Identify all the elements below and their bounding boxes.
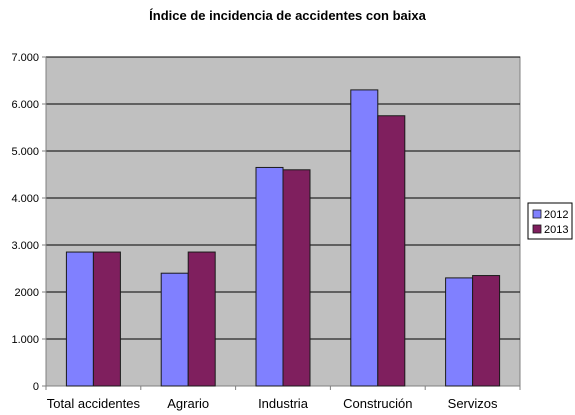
x-tick-label: Agrario bbox=[167, 396, 209, 411]
bar-2012-3 bbox=[350, 89, 379, 387]
y-tick-label: 6.000 bbox=[11, 99, 39, 111]
y-tick-label: 3.000 bbox=[11, 240, 39, 252]
bar-2013-0 bbox=[92, 251, 121, 387]
bar-2012-2 bbox=[255, 166, 284, 387]
legend-label-2013: 2013 bbox=[544, 224, 568, 236]
y-tick-label: 1.000 bbox=[11, 334, 39, 346]
bar-2013-4 bbox=[472, 275, 501, 387]
y-tick-label: 2000 bbox=[15, 287, 39, 299]
y-tick-label: 7.000 bbox=[11, 52, 39, 64]
bar-2012-0 bbox=[65, 251, 94, 387]
bar-2013-1 bbox=[187, 251, 216, 387]
bar-2013-2 bbox=[282, 169, 311, 387]
bar-2012-1 bbox=[160, 272, 189, 387]
y-tick-label: 5.000 bbox=[11, 146, 39, 158]
x-tick-label: Construción bbox=[343, 396, 412, 411]
bars bbox=[65, 89, 501, 387]
y-tick-label: 4.000 bbox=[11, 193, 39, 205]
y-axis: 0 1.000 2000 3.000 4.000 5.000 6.000 7.000 bbox=[11, 52, 47, 393]
bar-2012-4 bbox=[445, 277, 474, 387]
x-tick-label: Total accidentes bbox=[47, 396, 141, 411]
legend: 2012 2013 bbox=[527, 202, 573, 240]
chart-title: Índice de incidencia de accidentes con b… bbox=[149, 8, 426, 23]
x-tick-label: Industria bbox=[258, 396, 309, 411]
y-tick-label: 0 bbox=[33, 381, 39, 393]
x-tick-label: Servizos bbox=[448, 396, 498, 411]
legend-swatch-2013 bbox=[532, 224, 542, 234]
legend-swatch-2012 bbox=[532, 209, 542, 219]
bar-2013-3 bbox=[377, 115, 406, 387]
x-axis: Total accidentes Agrario Industria Construc… bbox=[45, 385, 521, 411]
legend-label-2012: 2012 bbox=[544, 209, 568, 221]
